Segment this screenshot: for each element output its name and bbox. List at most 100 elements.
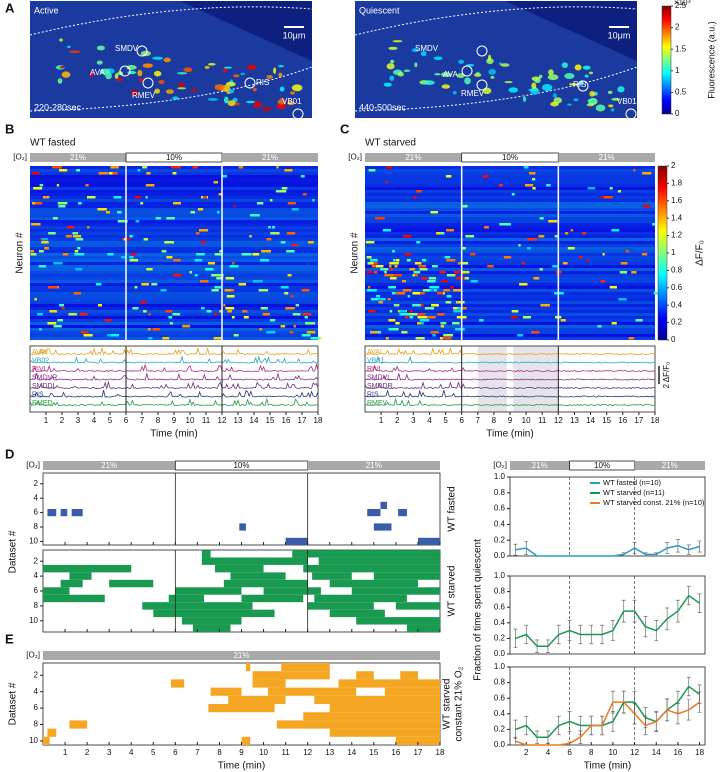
- quiescent-shade: [477, 346, 507, 412]
- activity-trace: [364, 346, 655, 356]
- heatmap-pixel: [56, 184, 60, 187]
- o2-segment: [558, 153, 655, 162]
- heatmap-pixel: [301, 289, 310, 292]
- heatmap-row: [365, 211, 655, 214]
- heatmap-pixel: [426, 316, 432, 319]
- fluorescent-spot: [266, 74, 273, 79]
- heatmap-pixel: [385, 337, 389, 340]
- heatmap-pixel: [386, 166, 393, 169]
- heatmap-pixel: [419, 322, 424, 325]
- heatmap-pixel: [532, 187, 536, 190]
- fluorescent-spot: [573, 98, 579, 102]
- heatmap-pixel: [484, 226, 489, 229]
- heatmap-pixel: [431, 304, 439, 307]
- fluorescent-spot: [528, 88, 539, 92]
- heatmap-row: [365, 220, 655, 223]
- heatmap-pixel: [48, 232, 56, 235]
- heatmap-pixel: [456, 301, 461, 304]
- quiescence-block: [329, 728, 440, 737]
- fluorescent-spot: [204, 65, 210, 69]
- quiescence-block: [314, 695, 440, 704]
- heatmap-row: [365, 202, 655, 205]
- image-state: Active: [34, 5, 59, 15]
- heatmap-pixel: [300, 175, 305, 178]
- fluorescent-spot: [163, 57, 171, 63]
- heatmap-pixel: [421, 277, 428, 280]
- quiescence-block: [60, 509, 68, 517]
- heatmap-pixel: [200, 241, 207, 244]
- quiescence-block: [168, 594, 205, 603]
- heatmap-pixel: [233, 205, 236, 208]
- heatmap-pixel: [487, 265, 494, 268]
- heatmap-row: [30, 271, 318, 274]
- heatmap-row: [30, 289, 318, 292]
- heatmap-row: [365, 250, 655, 253]
- fluorescent-spot: [96, 60, 103, 65]
- heatmap-pixel: [443, 334, 452, 337]
- neuron-circle: [577, 80, 589, 92]
- fluorescent-spot: [392, 40, 403, 43]
- x-tick-label: 12: [554, 416, 563, 425]
- heatmap-row: [30, 232, 318, 235]
- colorbar-tick-label: 0: [671, 335, 676, 344]
- fluorescent-spot: [59, 38, 63, 42]
- trace-name: RIS: [32, 391, 44, 398]
- heatmap-pixel: [205, 268, 214, 271]
- y-tick-label: 0.4: [494, 709, 506, 718]
- heatmap-pixel: [460, 307, 467, 310]
- x-tick-label: 16: [282, 416, 291, 425]
- heatmap-pixel: [409, 268, 416, 271]
- fluorescent-spot: [225, 81, 236, 87]
- quiescence-block: [43, 736, 50, 745]
- y-tick-label: 6: [34, 586, 39, 595]
- heatmap-row: [30, 292, 318, 295]
- heatmap-pixel: [641, 253, 648, 256]
- colorbar-multiplier: ×10⁴: [674, 0, 692, 7]
- heatmap-pixel: [413, 271, 421, 274]
- heatmap-row: [30, 214, 318, 217]
- heatmap-pixel: [97, 304, 103, 307]
- heatmap-pixel: [108, 172, 115, 175]
- side-label: WT starved: [442, 679, 453, 730]
- heatmap-row: [365, 277, 655, 280]
- neuron-label: SMDV: [415, 44, 439, 53]
- quiescence-block: [241, 594, 304, 603]
- heatmap-pixel: [601, 196, 606, 199]
- heatmap-pixel: [405, 316, 409, 319]
- heatmap-pixel: [377, 298, 386, 301]
- trace-name: SMDDR: [367, 383, 393, 390]
- heatmap-pixel: [166, 217, 175, 220]
- heatmap-pixel: [189, 271, 192, 274]
- heatmap-pixel: [287, 274, 292, 277]
- heatmap-row: [30, 280, 318, 283]
- heatmap-row: [365, 298, 655, 301]
- heatmap-row: [365, 217, 655, 220]
- heatmap-pixel: [399, 310, 407, 313]
- neuron-circle: [119, 65, 131, 77]
- x-tick-label: 1: [44, 416, 49, 425]
- heatmap-pixel: [62, 253, 69, 256]
- fluorescent-spot: [534, 78, 541, 84]
- heatmap-pixel: [444, 256, 451, 259]
- neuron-label: AVA: [443, 70, 458, 79]
- heatmap-pixel: [393, 328, 399, 331]
- heatmap-pixel: [552, 265, 558, 268]
- o2-segment: [307, 461, 440, 470]
- heatmap-row: [365, 199, 655, 202]
- panel-label: C: [340, 121, 350, 136]
- heatmap-pixel: [95, 283, 102, 286]
- heatmap-pixel: [74, 250, 79, 253]
- panel-label: D: [5, 446, 14, 461]
- heatmap-pixel: [166, 256, 173, 259]
- x-tick-label: 16: [673, 748, 682, 757]
- heatmap-row: [30, 229, 318, 232]
- y-tick-label: 8: [34, 601, 39, 610]
- x-axis-label: Time (min): [486, 429, 533, 440]
- heatmap-pixel: [214, 253, 223, 256]
- heatmap-pixel: [58, 205, 66, 208]
- heatmap-pixel: [169, 322, 173, 325]
- heatmap-pixel: [260, 259, 270, 262]
- heatmap-row: [365, 169, 655, 172]
- colorbar-tick-label: 0.5: [675, 88, 687, 97]
- heatmap-pixel: [389, 277, 397, 280]
